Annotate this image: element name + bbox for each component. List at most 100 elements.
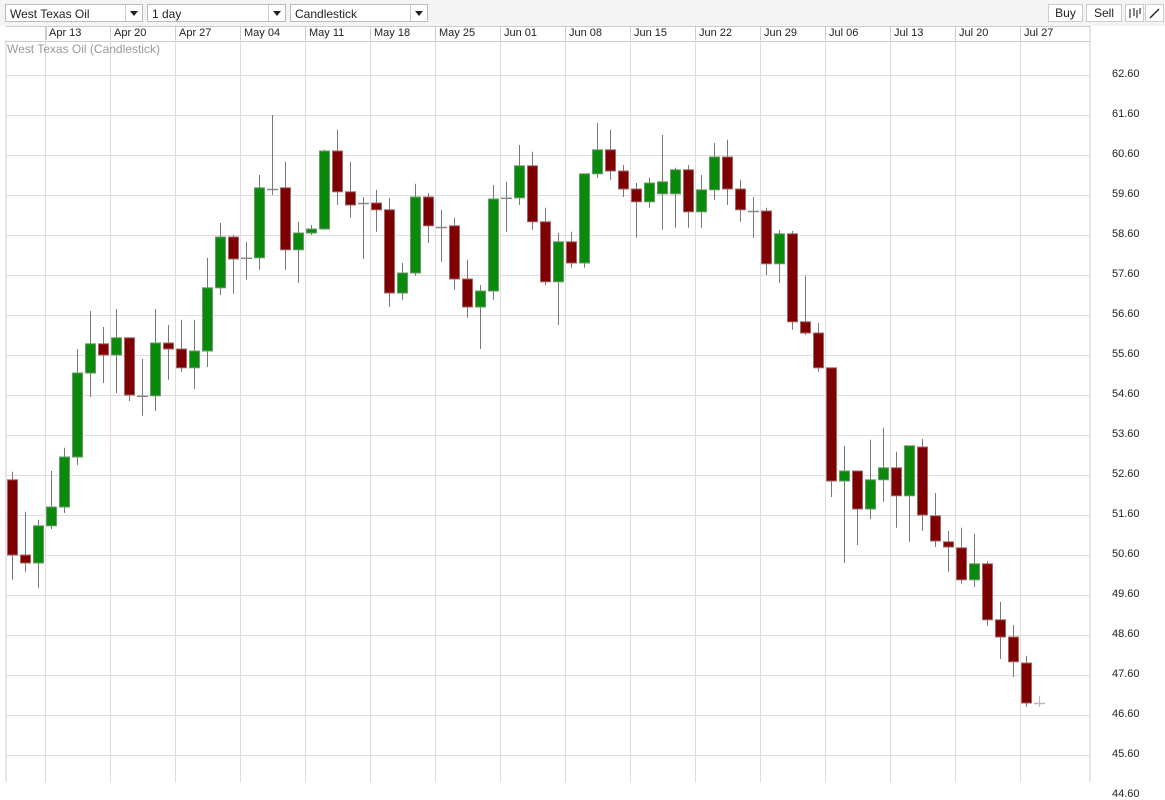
- y-tick-label: 56.60: [1112, 308, 1140, 320]
- candle-up: [319, 150, 330, 230]
- candle-down: [345, 191, 356, 206]
- y-tick-label: 51.60: [1112, 508, 1140, 520]
- candle-down: [761, 210, 772, 265]
- candle-down: [423, 196, 434, 227]
- candle-up: [670, 169, 681, 195]
- candle-down: [7, 479, 18, 556]
- sell-button[interactable]: Sell: [1086, 4, 1122, 22]
- candle-down: [722, 156, 733, 190]
- candles-icon-glyph: [1129, 8, 1141, 18]
- candle-down: [891, 467, 902, 497]
- x-tick-label: May 25: [435, 27, 475, 41]
- x-tick-label: Jul 06: [825, 27, 858, 41]
- candle-up: [254, 187, 265, 259]
- x-tick-label: May 18: [370, 27, 410, 41]
- candle-up: [488, 198, 499, 292]
- chevron-down-icon[interactable]: [410, 5, 427, 21]
- candle-up: [878, 467, 889, 481]
- x-tick-label: Jul 13: [890, 27, 923, 41]
- candle-down: [956, 547, 967, 581]
- y-tick-label: 46.60: [1112, 708, 1140, 720]
- candle-down: [618, 170, 629, 190]
- y-tick-label: 59.60: [1112, 188, 1140, 200]
- candle-up: [410, 196, 421, 274]
- x-tick-label: Apr 20: [110, 27, 146, 41]
- chevron-down-icon[interactable]: [268, 5, 285, 21]
- candle-down: [1008, 636, 1019, 663]
- candles-icon[interactable]: [1125, 4, 1144, 22]
- candle-down: [683, 169, 694, 213]
- candle-up: [46, 506, 57, 527]
- candle-up: [514, 165, 525, 199]
- y-tick-label: 57.60: [1112, 268, 1140, 280]
- candle-up: [579, 173, 590, 264]
- candle-down: [462, 278, 473, 308]
- interval-select[interactable]: 1 day: [147, 4, 286, 22]
- candle-up: [85, 343, 96, 374]
- chart-style-select[interactable]: Candlestick: [290, 4, 428, 22]
- candle-up: [904, 445, 915, 497]
- candle-down: [917, 446, 928, 516]
- candle-down: [98, 343, 109, 356]
- candle-down: [787, 233, 798, 323]
- candle-down: [371, 202, 382, 211]
- x-tick-label: Jun 29: [760, 27, 797, 41]
- instrument-select[interactable]: West Texas Oil: [5, 4, 143, 22]
- candle-down: [228, 236, 239, 260]
- candle-down: [982, 563, 993, 621]
- candle-down: [384, 209, 395, 294]
- candle-up: [202, 287, 213, 352]
- candle-up: [33, 525, 44, 564]
- candle-down: [566, 241, 577, 264]
- candle-down: [852, 470, 863, 510]
- candle-up: [150, 342, 161, 397]
- y-tick-label: 44.60: [1112, 788, 1140, 800]
- x-tick-label: Apr 13: [45, 27, 81, 41]
- candle-down: [605, 149, 616, 172]
- candle-up: [592, 149, 603, 175]
- candle-down: [735, 188, 746, 211]
- candle-up: [189, 350, 200, 369]
- toolbar: West Texas Oil 1 day Candlestick Buy Sel…: [0, 0, 1165, 26]
- y-tick-label: 45.60: [1112, 748, 1140, 760]
- y-tick-label: 62.60: [1112, 68, 1140, 80]
- chart-title: West Texas Oil (Candlestick): [7, 42, 160, 56]
- candle-up: [709, 156, 720, 191]
- y-tick-label: 48.60: [1112, 628, 1140, 640]
- candle-down: [631, 188, 642, 203]
- y-tick-label: 47.60: [1112, 668, 1140, 680]
- y-tick-label: 52.60: [1112, 468, 1140, 480]
- x-tick-label: Jun 15: [630, 27, 667, 41]
- candle-down: [540, 221, 551, 283]
- instrument-select-value: West Texas Oil: [10, 7, 90, 21]
- candle-up: [475, 290, 486, 308]
- x-tick-label: Jul 20: [955, 27, 988, 41]
- candle-down: [813, 332, 824, 369]
- candle-down: [943, 541, 954, 548]
- draw-line-icon-glyph: [1149, 8, 1160, 19]
- draw-line-icon[interactable]: [1145, 4, 1164, 22]
- buy-button[interactable]: Buy: [1048, 4, 1083, 22]
- x-axis-header: Apr 13 Apr 20 Apr 27 May 04 May 11 May 18 May …: [6, 26, 1090, 42]
- candle-up: [865, 479, 876, 510]
- candle-down: [1021, 662, 1032, 704]
- candle-down: [176, 348, 187, 369]
- candle-up: [111, 337, 122, 356]
- candle-down: [280, 187, 291, 251]
- y-tick-label: 58.60: [1112, 228, 1140, 240]
- y-tick-label: 61.60: [1112, 108, 1140, 120]
- x-tick-label: Jun 01: [500, 27, 537, 41]
- y-tick-label: 60.60: [1112, 148, 1140, 160]
- candle-up: [839, 470, 850, 482]
- candle-down: [20, 554, 31, 564]
- candle-up: [59, 456, 70, 508]
- candle-up: [293, 232, 304, 251]
- candle-up: [774, 233, 785, 265]
- chevron-down-icon[interactable]: [125, 5, 142, 21]
- y-tick-label: 49.60: [1112, 588, 1140, 600]
- x-tick-label: Jul 27: [1020, 27, 1053, 41]
- x-tick-label: Jun 08: [565, 27, 602, 41]
- interval-select-value: 1 day: [152, 7, 182, 21]
- y-tick-label: 55.60: [1112, 348, 1140, 360]
